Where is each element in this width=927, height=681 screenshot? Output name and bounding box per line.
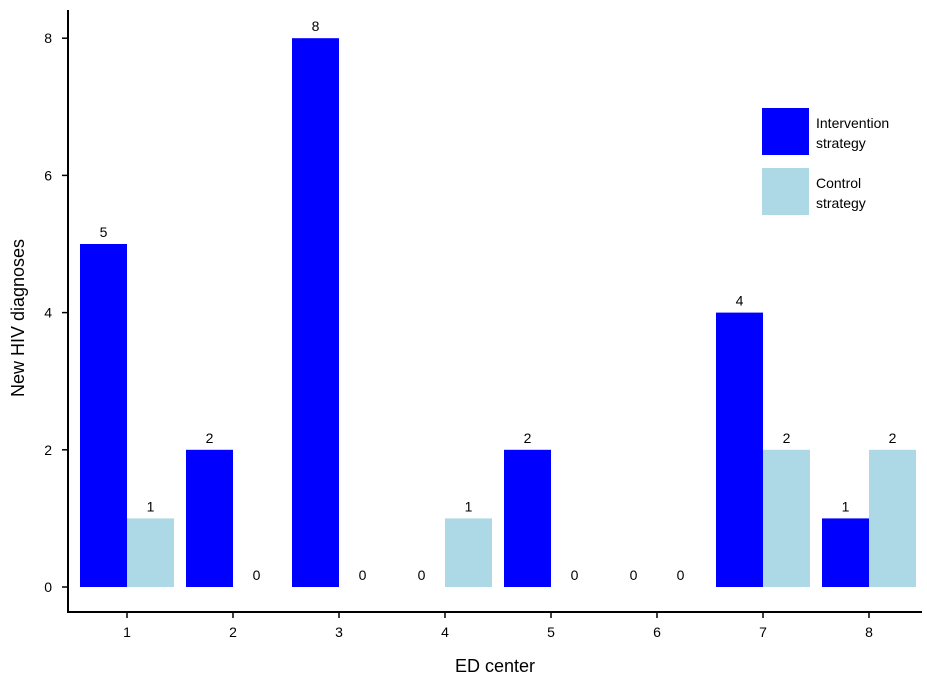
data-label: 5 (100, 224, 108, 240)
bar-control-center-7 (763, 449, 810, 587)
data-label: 2 (889, 430, 897, 446)
y-tick-label: 0 (44, 579, 52, 595)
legend-swatch (762, 168, 809, 215)
bar-control-center-1 (127, 518, 174, 587)
x-tick-label: 4 (441, 624, 449, 640)
bar-intervention-center-3 (292, 38, 339, 587)
bar-intervention-center-2 (186, 449, 233, 587)
y-axis-title: New HIV diagnoses (8, 239, 28, 397)
x-tick-label: 7 (759, 624, 767, 640)
y-ticks: 0 2 4 6 8 (44, 30, 68, 595)
data-label: 1 (147, 498, 155, 514)
bar-intervention-center-7 (716, 312, 763, 587)
y-tick-label: 4 (44, 305, 52, 321)
bar-intervention-center-8 (822, 518, 869, 587)
x-axis-title: ED center (455, 656, 535, 676)
x-tick-label: 3 (335, 624, 343, 640)
data-label: 4 (736, 293, 744, 309)
x-tick-label: 1 (123, 624, 131, 640)
data-label: 2 (783, 430, 791, 446)
legend-label: Control (816, 175, 861, 191)
data-label: 1 (842, 498, 850, 514)
data-label: 1 (465, 498, 473, 514)
data-label: 0 (571, 567, 579, 583)
data-label: 0 (359, 567, 367, 583)
x-tick-label: 2 (229, 624, 237, 640)
x-ticks: 1 2 3 4 5 6 7 8 (123, 612, 873, 640)
axes-layer (67, 10, 922, 613)
data-label: 0 (253, 567, 261, 583)
legend-swatch (762, 108, 809, 155)
bars-layer (80, 38, 916, 587)
bar-control-center-8 (869, 449, 916, 587)
y-tick-label: 2 (44, 442, 52, 458)
legend-label: strategy (816, 195, 866, 211)
x-tick-label: 8 (865, 624, 873, 640)
data-label: 2 (206, 430, 214, 446)
legend: Intervention strategy Control strategy (762, 108, 889, 215)
x-tick-label: 5 (547, 624, 555, 640)
bar-intervention-center-1 (80, 244, 127, 587)
data-label: 0 (630, 567, 638, 583)
legend-label: strategy (816, 135, 866, 151)
data-label: 0 (677, 567, 685, 583)
data-labels-layer: 5 1 2 0 8 0 0 1 2 0 0 0 4 2 1 2 (100, 18, 897, 583)
data-label: 2 (524, 430, 532, 446)
bar-intervention-center-5 (504, 449, 551, 587)
bar-control-center-4 (445, 518, 492, 587)
y-tick-label: 8 (44, 30, 52, 46)
x-tick-label: 6 (653, 624, 661, 640)
legend-label: Intervention (816, 115, 889, 131)
data-label: 8 (312, 18, 320, 34)
y-tick-label: 6 (44, 167, 52, 183)
data-label: 0 (418, 567, 426, 583)
